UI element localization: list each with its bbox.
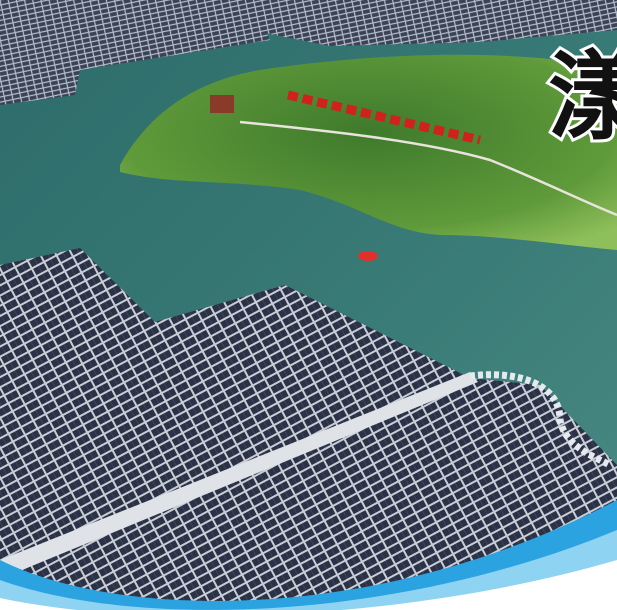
headline-char: 漾 [548, 41, 617, 153]
island-path [239, 120, 617, 217]
far-panels-left [0, 0, 270, 105]
sign [286, 90, 482, 145]
walkway [0, 372, 478, 575]
boat [358, 251, 378, 261]
solar-array [0, 248, 617, 610]
pavilion [210, 95, 234, 113]
island [120, 54, 617, 250]
white-arc [0, 560, 617, 610]
light-arc [0, 530, 617, 610]
boom [469, 371, 612, 469]
far-panels-top [200, 0, 617, 46]
